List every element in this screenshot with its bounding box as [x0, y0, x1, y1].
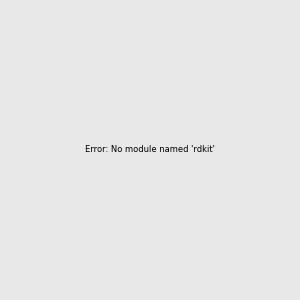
Text: Error: No module named 'rdkit': Error: No module named 'rdkit'	[85, 146, 215, 154]
